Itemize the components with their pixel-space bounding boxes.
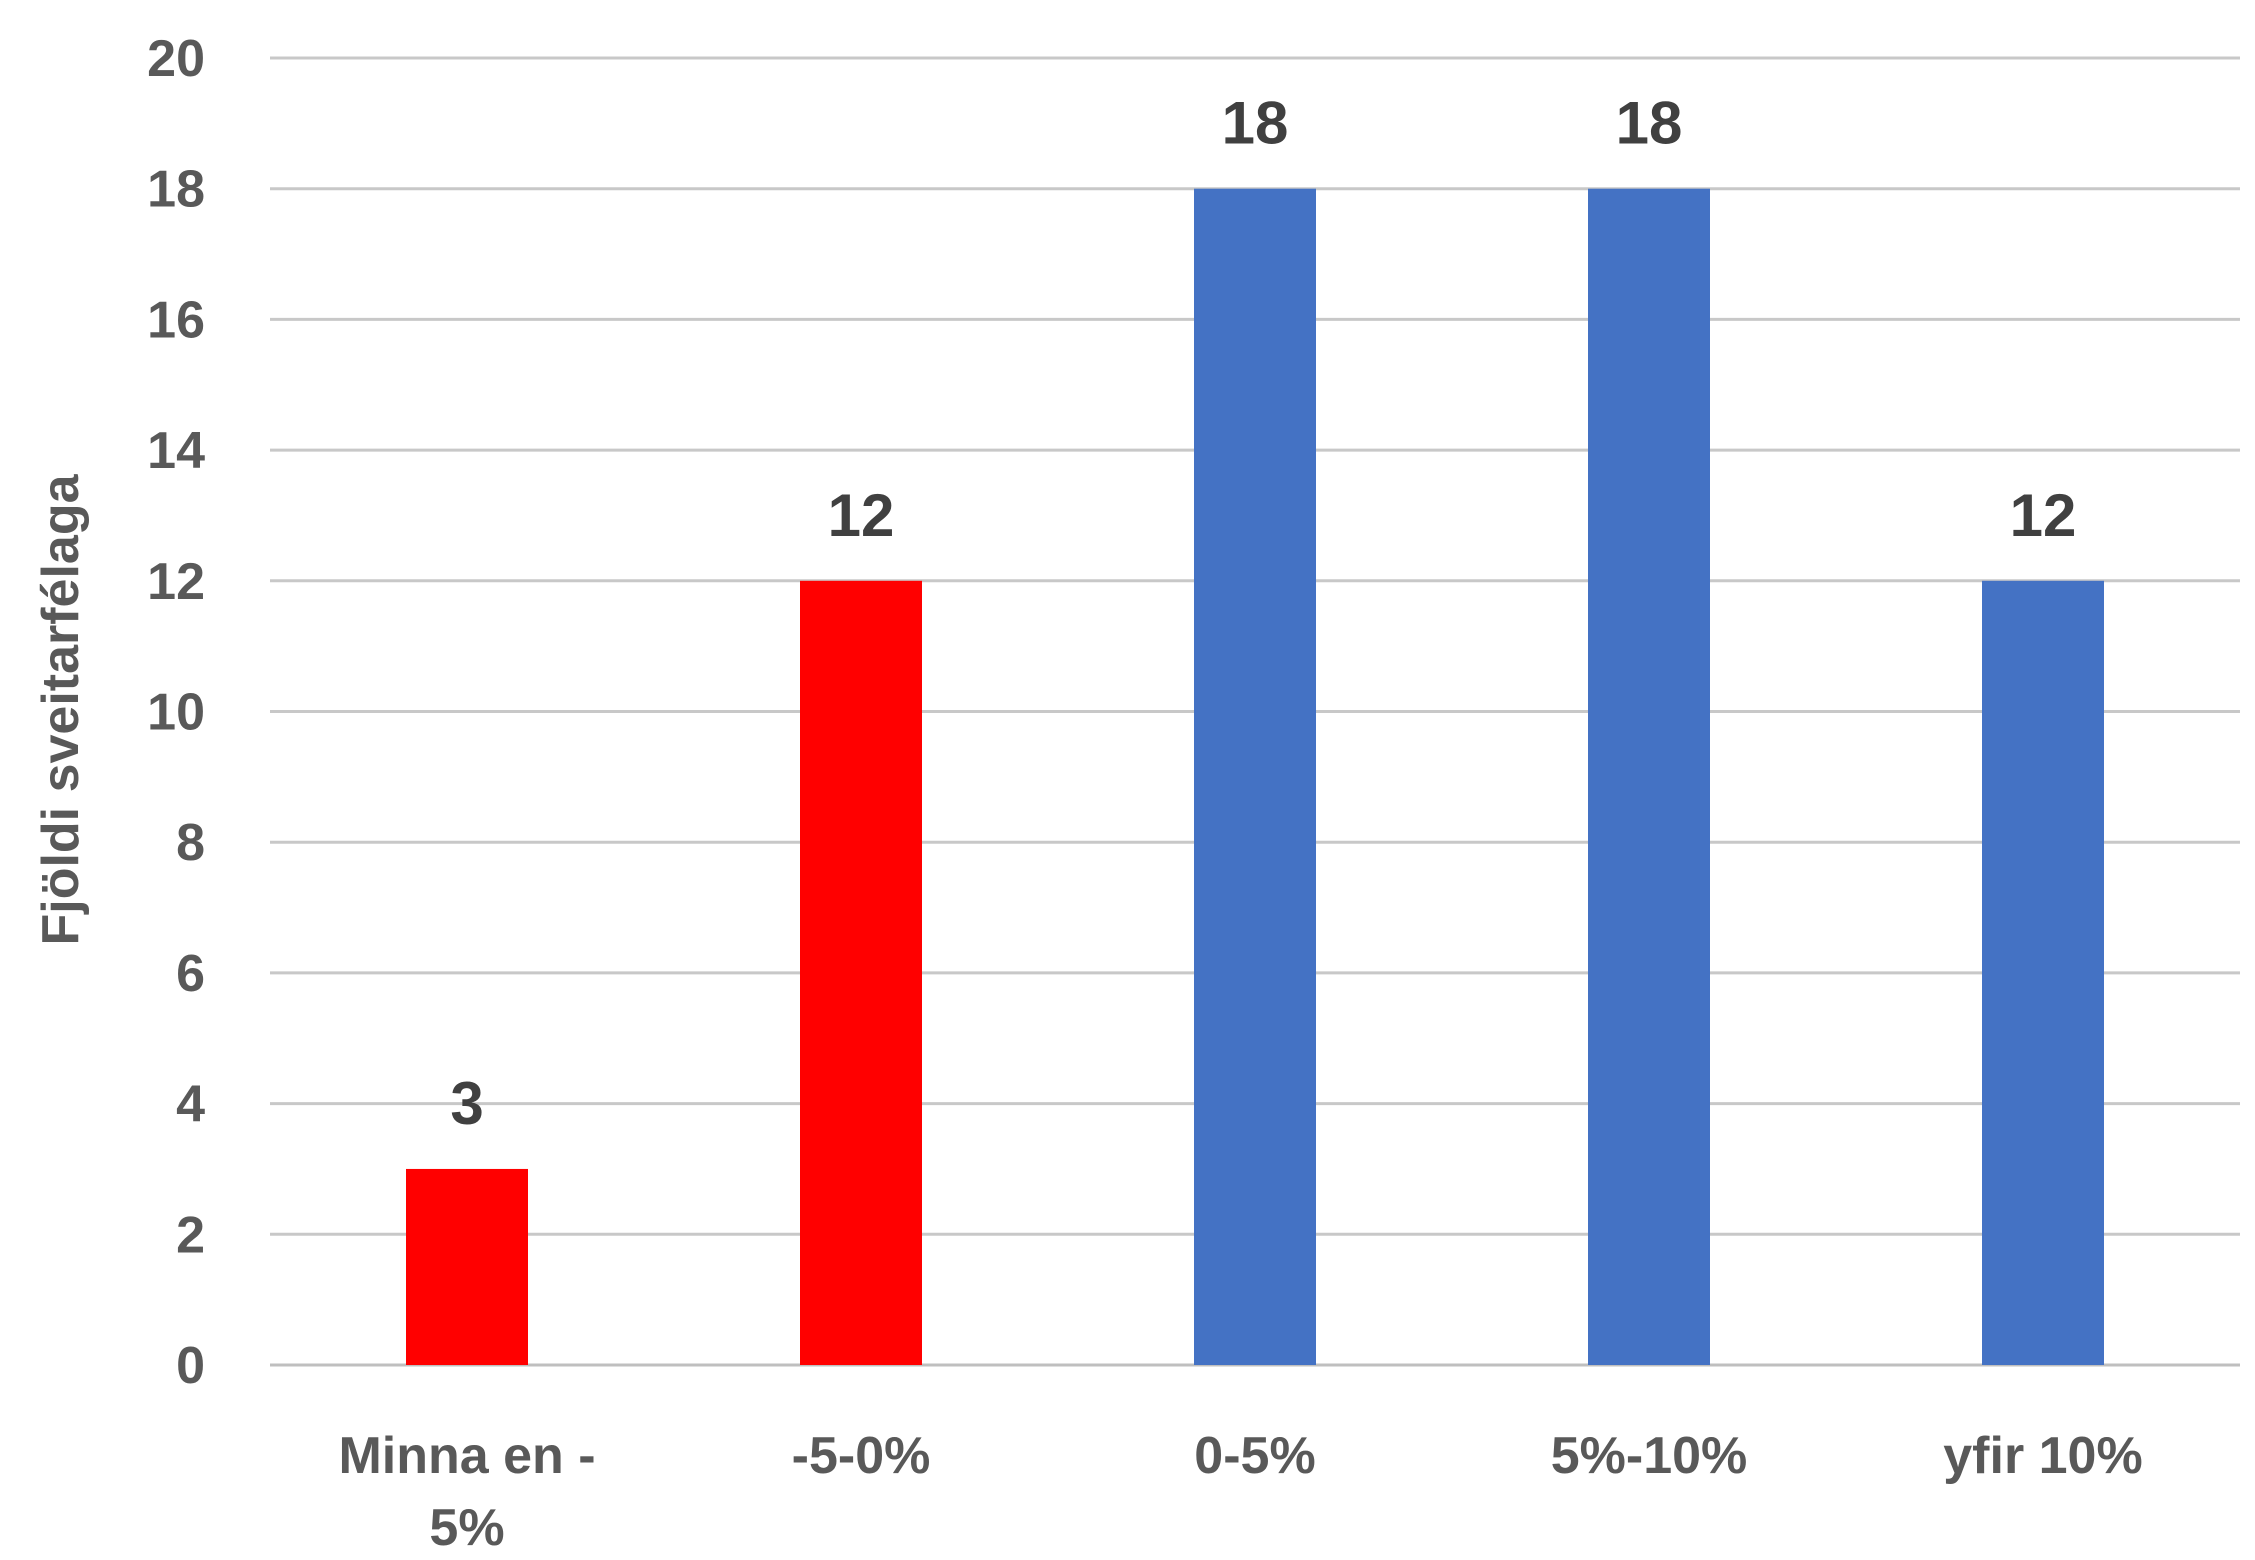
category-label-line: -5-0% (792, 1427, 931, 1485)
category-label-line: Minna en - (338, 1427, 595, 1485)
category-label: 0-5% (1194, 1427, 1315, 1485)
category-label: Minna en - 5% (338, 1427, 595, 1557)
y-tick-label: 20 (147, 30, 205, 88)
data-label: 18 (1616, 90, 1683, 157)
y-tick-label: 8 (176, 814, 205, 872)
bar (1194, 188, 1316, 1366)
data-label: 12 (828, 482, 895, 549)
y-tick-label: 14 (147, 422, 205, 480)
data-label: 12 (2010, 482, 2077, 549)
category-label: yfir 10% (1943, 1427, 2142, 1485)
y-tick-label: 2 (176, 1206, 205, 1264)
bar (1588, 188, 1710, 1366)
bar (406, 1168, 528, 1365)
y-tick-label: 18 (147, 161, 205, 219)
category-label-line: yfir 10% (1943, 1427, 2142, 1485)
y-tick-label: 0 (176, 1337, 205, 1395)
y-axis-title: Fjöldi sveitarfélaga (32, 473, 90, 945)
category-label-line: 0-5% (1194, 1427, 1315, 1485)
y-tick-label: 10 (147, 684, 205, 742)
category-label-line: 5% (429, 1499, 504, 1557)
data-label: 3 (450, 1070, 483, 1137)
y-tick-label: 12 (147, 553, 205, 611)
data-label: 18 (1222, 90, 1289, 157)
y-tick-label: 16 (147, 291, 205, 349)
category-label: 5%-10% (1551, 1427, 1748, 1485)
data-labels: 3 12 18 18 12 (450, 90, 2076, 1137)
bar (800, 580, 922, 1365)
bar (1982, 580, 2104, 1365)
y-axis-ticks: 0 2 4 6 8 10 12 14 16 18 20 (147, 30, 205, 1395)
category-label: -5-0% (792, 1427, 931, 1485)
y-tick-label: 6 (176, 945, 205, 1003)
bars (406, 188, 2104, 1366)
y-tick-label: 4 (176, 1076, 205, 1134)
x-axis-categories: Minna en - 5% -5-0% 0-5% 5%-10% yfir 10% (338, 1427, 2142, 1557)
category-label-line: 5%-10% (1551, 1427, 1748, 1485)
